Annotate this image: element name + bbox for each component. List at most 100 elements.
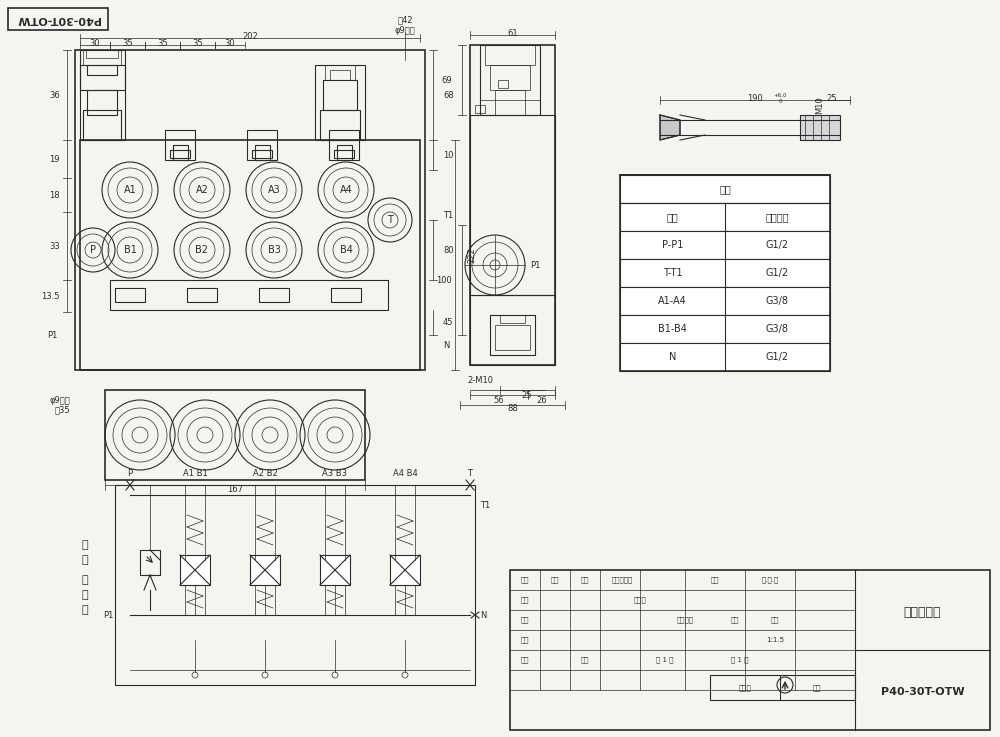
Text: G3/8: G3/8	[766, 296, 789, 306]
Text: 年.月.日: 年.月.日	[761, 576, 779, 583]
Text: P: P	[90, 245, 96, 255]
Text: 100: 100	[436, 276, 452, 284]
Text: 原: 原	[82, 575, 88, 585]
Text: 61: 61	[507, 29, 518, 38]
Bar	[80, 65, 125, 90]
Bar	[620, 343, 830, 371]
Text: 分区: 分区	[581, 576, 589, 583]
Bar	[330, 70, 350, 80]
Bar	[510, 570, 990, 730]
Text: 高42: 高42	[397, 15, 413, 24]
Bar	[140, 550, 160, 575]
Bar	[250, 555, 280, 585]
Bar	[105, 390, 365, 480]
Bar	[495, 325, 530, 350]
Bar	[87, 90, 117, 115]
Bar	[620, 175, 830, 371]
Text: 设计: 设计	[521, 597, 529, 604]
Bar	[252, 150, 272, 158]
Bar	[80, 140, 420, 370]
Text: 接口: 接口	[667, 212, 678, 222]
Bar	[480, 100, 540, 115]
Text: 18: 18	[49, 190, 60, 200]
Bar	[259, 288, 289, 302]
Text: A1-A4: A1-A4	[658, 296, 687, 306]
Text: 标记: 标记	[521, 576, 529, 583]
Bar	[80, 50, 125, 140]
Text: P40-30T-OTW: P40-30T-OTW	[16, 14, 100, 24]
Text: B1: B1	[124, 245, 136, 255]
Bar	[620, 231, 830, 259]
Text: 签名: 签名	[711, 576, 719, 583]
Text: 56: 56	[494, 396, 504, 405]
Text: A4 B4: A4 B4	[393, 469, 417, 478]
Bar	[498, 80, 508, 88]
Text: P1: P1	[103, 610, 113, 620]
Text: 第 1 张: 第 1 张	[731, 657, 749, 663]
Text: 30: 30	[225, 38, 235, 47]
Text: 数量: 数量	[551, 576, 559, 583]
Text: 四联多路阀: 四联多路阀	[904, 606, 941, 618]
Bar	[115, 485, 475, 685]
Text: 222: 222	[467, 247, 476, 263]
Text: 共 1 张: 共 1 张	[656, 657, 674, 663]
Text: 校对: 校对	[521, 617, 529, 624]
Text: 10: 10	[443, 150, 454, 159]
Bar	[170, 150, 190, 158]
Bar	[75, 50, 425, 370]
Bar	[475, 105, 485, 113]
Bar	[710, 675, 855, 700]
Text: T1: T1	[480, 500, 490, 509]
Text: φ9通孔: φ9通孔	[49, 396, 70, 405]
Text: 0: 0	[778, 99, 782, 103]
Bar	[115, 288, 145, 302]
Text: B3: B3	[268, 245, 280, 255]
Bar	[390, 555, 420, 585]
Text: 35: 35	[192, 38, 203, 47]
Bar	[323, 80, 357, 110]
Text: 标准化: 标准化	[634, 597, 646, 604]
Polygon shape	[660, 115, 680, 140]
Text: G3/8: G3/8	[766, 324, 789, 334]
Text: 阀体: 阀体	[719, 184, 731, 194]
Text: P-P1: P-P1	[662, 240, 683, 250]
Bar	[83, 50, 121, 65]
Bar	[83, 110, 121, 140]
Text: T: T	[387, 215, 393, 225]
Bar	[337, 145, 352, 160]
Bar	[500, 315, 525, 323]
Text: P40-30T-OTW: P40-30T-OTW	[881, 687, 964, 697]
Text: 1:1.5: 1:1.5	[766, 637, 784, 643]
Text: 液: 液	[82, 540, 88, 550]
Text: 25: 25	[522, 391, 532, 399]
Bar	[470, 295, 555, 365]
Bar	[620, 287, 830, 315]
Bar	[470, 45, 555, 365]
Text: 压: 压	[82, 555, 88, 565]
Text: 167: 167	[227, 486, 243, 495]
Text: 理: 理	[82, 590, 88, 600]
Text: 36: 36	[49, 91, 60, 99]
Bar	[255, 145, 270, 160]
Text: N: N	[443, 340, 449, 349]
Bar	[247, 130, 277, 160]
Text: 68: 68	[443, 91, 454, 99]
Text: B4: B4	[340, 245, 352, 255]
Bar	[800, 115, 840, 140]
Text: T1: T1	[443, 211, 453, 220]
Bar	[329, 130, 359, 160]
Text: P: P	[127, 469, 133, 478]
Bar	[86, 50, 118, 58]
Text: 静贝标记: 静贝标记	[676, 617, 694, 624]
Bar	[331, 288, 361, 302]
Bar	[180, 555, 210, 585]
Text: 26: 26	[537, 396, 547, 405]
Text: 33: 33	[49, 242, 60, 251]
Bar	[87, 65, 117, 75]
Bar	[620, 203, 830, 231]
Bar	[334, 150, 354, 158]
Text: 审核: 审核	[521, 637, 529, 643]
Text: 重量: 重量	[731, 617, 739, 624]
Text: G1/2: G1/2	[766, 352, 789, 362]
Text: P1: P1	[47, 330, 57, 340]
